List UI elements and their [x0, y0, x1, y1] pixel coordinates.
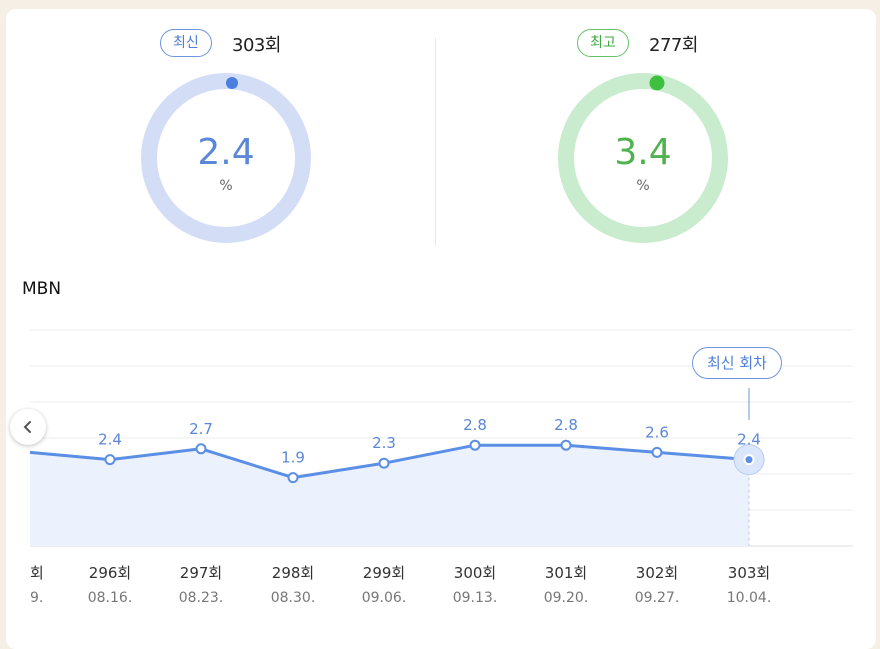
best-ring-track	[558, 73, 728, 243]
x-tick-date: 10.04.	[727, 590, 772, 606]
data-label: 2.6	[645, 423, 669, 441]
x-tick-label: 297회	[180, 564, 222, 582]
x-tick-label: 302회	[636, 564, 678, 582]
best-rating-ring	[558, 73, 728, 243]
x-tick-date: 08.30.	[271, 590, 316, 606]
data-label: 2.4	[737, 431, 761, 449]
data-point	[560, 439, 572, 451]
data-point	[378, 457, 390, 469]
latest-ring-track	[141, 73, 311, 243]
series-area	[30, 445, 749, 546]
x-tick-date: 9.	[30, 590, 43, 606]
x-tick-date: 08.23.	[179, 590, 224, 606]
x-tick-label: 303회	[728, 564, 770, 582]
best-rating-value: 3.4	[614, 132, 672, 173]
latest-episode: 303회	[232, 35, 281, 56]
data-label: 2.4	[98, 431, 122, 449]
chevron-left-icon	[23, 421, 31, 433]
x-tick-date: 09.20.	[544, 590, 589, 606]
data-point	[469, 439, 481, 451]
x-tick-label: 296회	[89, 564, 131, 582]
x-tick-date: 09.06.	[362, 590, 407, 606]
x-tick-label: 299회	[363, 564, 405, 582]
best-ring-dot	[649, 75, 665, 91]
chart-title: MBN	[22, 279, 62, 299]
latest-rating-unit: %	[219, 178, 233, 194]
rating-line-chart: 회 9. 2.4 296회 08.16. 2.7 297회 08.23. 1.9 298회 08.3…	[29, 329, 853, 606]
best-badge: 최고	[577, 29, 629, 57]
data-label: 2.7	[189, 420, 213, 438]
latest-ring-dot	[226, 77, 238, 89]
x-tick-date: 09.27.	[635, 590, 680, 606]
latest-rating-ring	[141, 73, 311, 243]
stat-divider	[435, 38, 436, 246]
x-tick-label: 300회	[454, 564, 496, 582]
x-tick-label: 301회	[545, 564, 587, 582]
latest-rating-value: 2.4	[197, 132, 255, 173]
latest-episode-callout: 최신 회차	[692, 347, 782, 379]
data-label: 1.9	[281, 449, 305, 467]
best-episode: 277회	[649, 35, 698, 56]
best-rating-unit: %	[636, 178, 650, 194]
x-tick-label: 298회	[272, 564, 314, 582]
data-point	[104, 454, 116, 466]
data-point	[287, 472, 299, 484]
latest-badge: 최신	[160, 29, 212, 57]
x-tick-date: 09.13.	[453, 590, 498, 606]
data-label: 2.3	[372, 434, 396, 452]
data-label: 2.8	[463, 416, 487, 434]
x-tick-date: 08.16.	[88, 590, 133, 606]
data-point	[651, 446, 663, 458]
x-tick-label: 회	[30, 564, 44, 582]
data-label: 2.8	[554, 416, 578, 434]
data-point	[743, 454, 755, 466]
prev-button[interactable]	[10, 409, 46, 445]
data-point	[195, 443, 207, 455]
